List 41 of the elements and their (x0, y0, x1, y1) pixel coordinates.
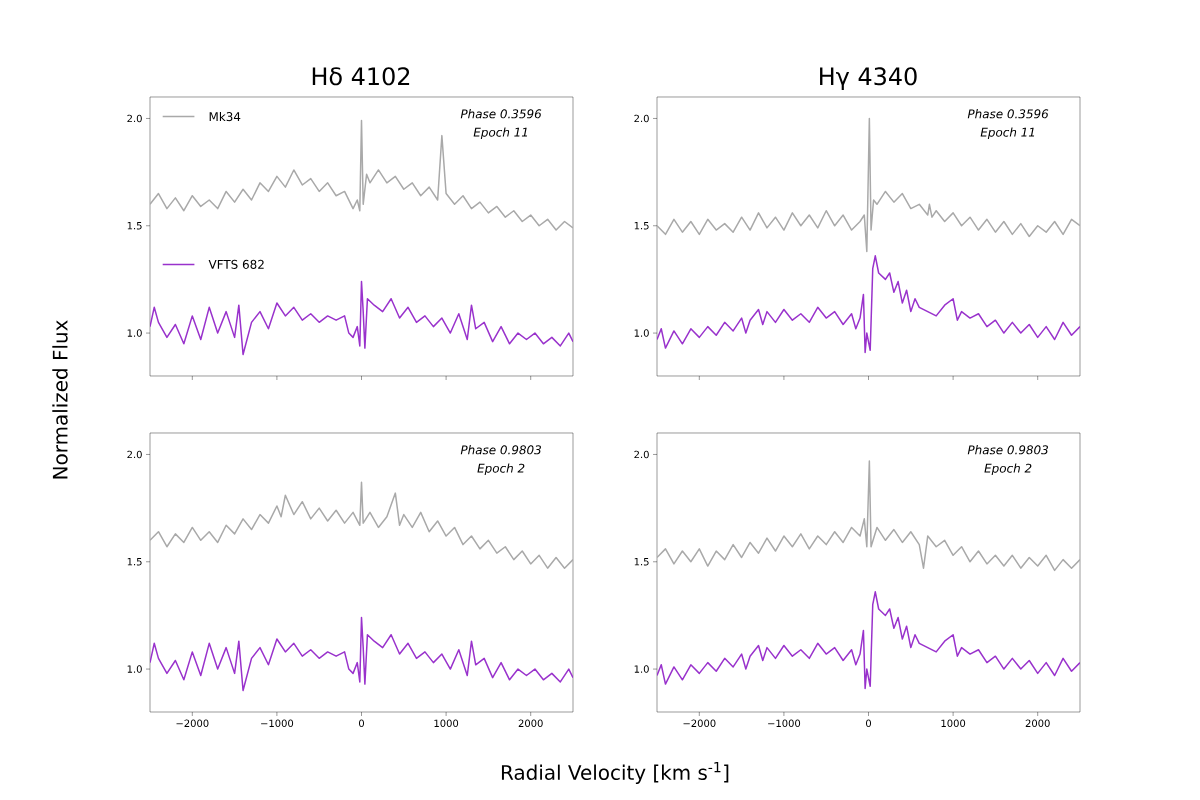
legend-label: Mk34 (209, 111, 241, 122)
annotation: Phase 0.9803 (460, 445, 541, 455)
line-series (150, 616, 573, 692)
y-tick-label: 2.0 (634, 450, 649, 459)
chart-title: Hγ 4340 (820, 67, 917, 90)
legend-label: VFTS 682 (208, 259, 264, 269)
x-tick-label: −1000 (261, 719, 294, 728)
annotation: Phase 0.3596 (460, 109, 542, 119)
y-tick-label: 1.0 (634, 329, 649, 337)
y-tick-label: 1.5 (634, 558, 649, 566)
annotation: Epoch 11 (473, 127, 528, 140)
x-tick-label: −2000 (176, 719, 209, 728)
y-axis-title: Normalized Flux (52, 320, 68, 479)
y-tick-label: 2.0 (127, 114, 142, 123)
x-axis-title: Radial Velocity [km s$^{-1}$] (501, 762, 729, 784)
x-tick-label: 2000 (518, 719, 543, 728)
line-series (150, 280, 573, 356)
y-tick-label: 1.5 (634, 222, 649, 230)
y-tick-label: 1.5 (127, 222, 142, 230)
x-tick-label: 1000 (941, 719, 966, 728)
x-tick-label: −2000 (683, 719, 716, 728)
chart-title: Hδ 4102 (312, 67, 410, 86)
y-tick-label: 2.0 (127, 450, 142, 459)
y-tick-label: 1.0 (127, 329, 142, 337)
line-series (657, 460, 1081, 572)
line-series (150, 481, 573, 569)
x-tick-label: 0 (866, 719, 872, 728)
y-tick-label: 1.0 (634, 665, 649, 673)
x-tick-label: −1000 (768, 719, 801, 728)
annotation: Epoch 11 (980, 127, 1035, 140)
annotation: Epoch 2 (477, 463, 525, 476)
annotation: Phase 0.9803 (967, 445, 1048, 455)
y-tick-label: 2.0 (634, 114, 649, 123)
x-tick-label: 0 (358, 719, 365, 728)
x-tick-label: 1000 (434, 719, 459, 728)
x-tick-label: 2000 (1025, 719, 1050, 728)
annotation: Epoch 2 (984, 463, 1032, 476)
y-tick-label: 1.0 (127, 665, 142, 673)
line-series (657, 117, 1081, 253)
y-tick-label: 1.5 (127, 558, 142, 566)
annotation: Phase 0.3596 (967, 109, 1049, 119)
